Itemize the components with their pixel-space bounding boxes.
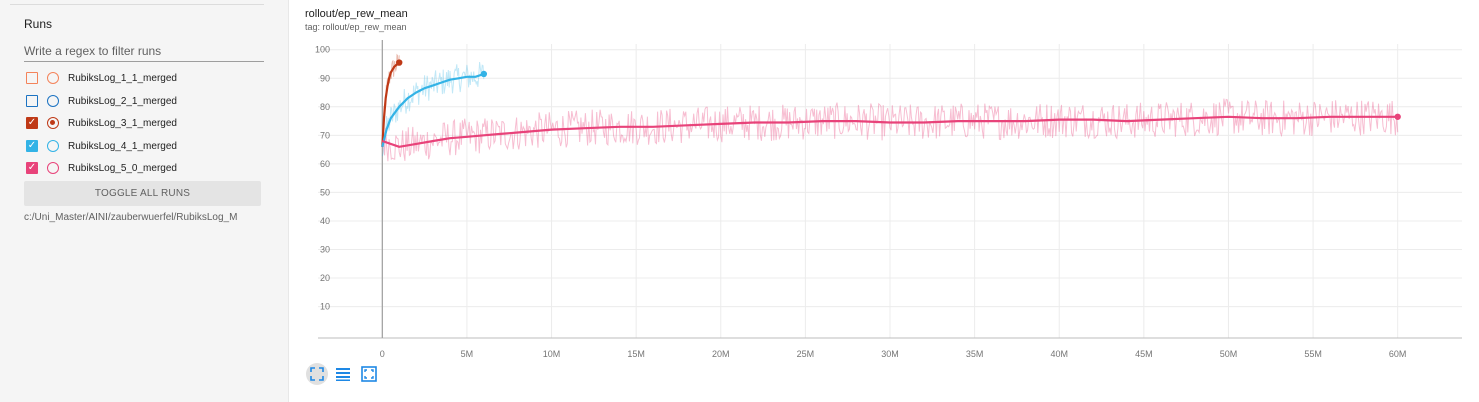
- y-tick-label: 10: [320, 302, 330, 312]
- run-radio[interactable]: [47, 95, 59, 107]
- x-tick-label: 55M: [1304, 349, 1322, 359]
- run-label: RubiksLog_2_1_merged: [68, 95, 177, 107]
- run-checkbox[interactable]: ✓: [26, 117, 38, 129]
- y-tick-label: 50: [320, 187, 330, 197]
- x-tick-label: 5M: [461, 349, 474, 359]
- run-radio[interactable]: [47, 140, 59, 152]
- chart-tag: tag: rollout/ep_rew_mean: [305, 22, 407, 32]
- run-label: RubiksLog_5_0_merged: [68, 162, 177, 174]
- x-tick-label: 15M: [627, 349, 645, 359]
- y-tick-label: 60: [320, 159, 330, 169]
- x-tick-label: 0: [380, 349, 385, 359]
- series-line: [381, 115, 1398, 148]
- run-row-4[interactable]: ✓ RubiksLog_4_1_merged: [26, 137, 177, 155]
- toggle-legend-button[interactable]: [332, 363, 354, 385]
- series-line: [381, 61, 400, 147]
- run-radio[interactable]: [47, 72, 59, 84]
- y-tick-label: 90: [320, 73, 330, 83]
- series-end-point: [396, 59, 403, 66]
- fit-to-data-button[interactable]: [306, 363, 328, 385]
- x-tick-label: 10M: [543, 349, 561, 359]
- run-filter-input[interactable]: [24, 41, 264, 62]
- run-radio[interactable]: [47, 162, 59, 174]
- run-label: RubiksLog_4_1_merged: [68, 140, 177, 152]
- x-tick-label: 60M: [1389, 349, 1407, 359]
- toggle-all-runs-button[interactable]: TOGGLE ALL RUNS: [24, 181, 261, 206]
- fit-domain-button[interactable]: [358, 363, 380, 385]
- x-tick-label: 45M: [1135, 349, 1153, 359]
- runs-sidebar: Runs RubiksLog_1_1_merged RubiksLog_2_1_…: [0, 0, 289, 402]
- y-tick-label: 20: [320, 273, 330, 283]
- run-checkbox[interactable]: [26, 72, 38, 84]
- series-end-point: [1394, 113, 1401, 120]
- y-tick-label: 30: [320, 245, 330, 255]
- x-tick-label: 50M: [1220, 349, 1238, 359]
- runs-title: Runs: [24, 17, 53, 31]
- x-tick-label: 35M: [966, 349, 984, 359]
- raw-series-line: [381, 61, 485, 157]
- run-row-2[interactable]: RubiksLog_2_1_merged: [26, 92, 177, 110]
- x-tick-label: 20M: [712, 349, 730, 359]
- run-radio[interactable]: [47, 117, 59, 129]
- run-row-1[interactable]: RubiksLog_1_1_merged: [26, 69, 177, 87]
- fit-to-data-icon: [310, 367, 324, 381]
- x-tick-label: 30M: [881, 349, 899, 359]
- run-row-5[interactable]: ✓ RubiksLog_5_0_merged: [26, 159, 177, 177]
- x-tick-label: 25M: [797, 349, 815, 359]
- fit-domain-icon: [361, 366, 377, 382]
- run-label: RubiksLog_3_1_merged: [68, 117, 177, 129]
- y-tick-label: 80: [320, 102, 330, 112]
- divider: [10, 4, 264, 5]
- chart-title: rollout/ep_rew_mean: [305, 8, 408, 20]
- series-line: [381, 72, 485, 148]
- run-row-3[interactable]: ✓ RubiksLog_3_1_merged: [26, 114, 177, 132]
- series-end-point: [480, 70, 488, 78]
- y-tick-label: 40: [320, 216, 330, 226]
- x-tick-label: 40M: [1050, 349, 1068, 359]
- y-tick-label: 100: [315, 45, 330, 55]
- run-checkbox[interactable]: ✓: [26, 140, 38, 152]
- y-tick-label: 70: [320, 130, 330, 140]
- toggle-legend-icon: [336, 368, 350, 381]
- run-checkbox[interactable]: ✓: [26, 162, 38, 174]
- run-label: RubiksLog_1_1_merged: [68, 72, 177, 84]
- run-checkbox[interactable]: [26, 95, 38, 107]
- log-directory-path: c:/Uni_Master/AINI/zauberwuerfel/RubiksL…: [24, 212, 238, 223]
